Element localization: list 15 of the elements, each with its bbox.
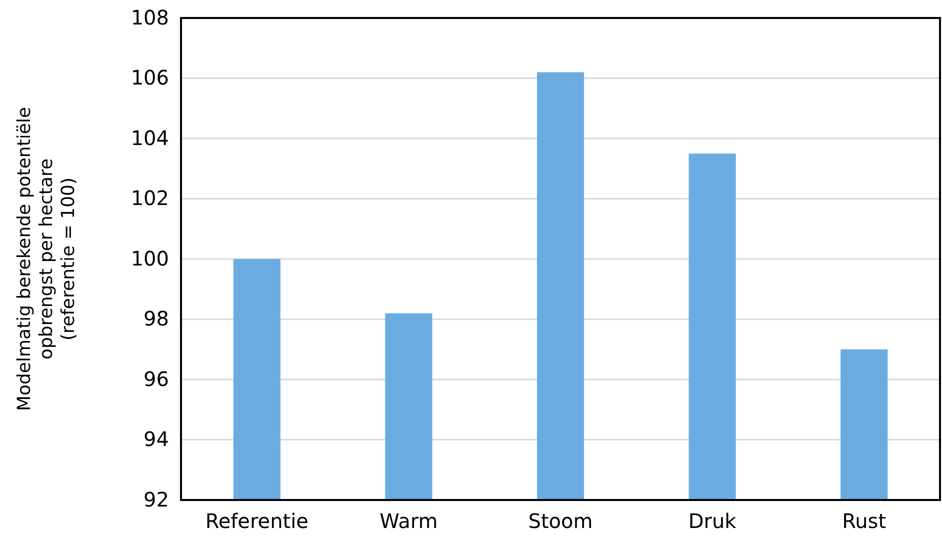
x-tick-label: Referentie: [205, 509, 308, 534]
y-tick-label: 102: [130, 186, 169, 210]
y-tick-label: 92: [144, 487, 169, 512]
x-tick-label: Warm: [380, 509, 438, 534]
y-tick-label: 104: [130, 126, 169, 150]
y-axis-title: Modelmatig berekende potentiële opbrengst per hectare (referentie = 100): [14, 106, 79, 412]
y-tick-label: 108: [130, 5, 169, 30]
x-tick-label: Stoom: [528, 509, 593, 534]
y-tick-label: 98: [144, 306, 169, 331]
x-tick-label: Rust: [842, 509, 886, 534]
x-tick-label: Druk: [688, 509, 737, 534]
y-tick-label: 94: [144, 427, 169, 452]
y-tick-label: 100: [130, 246, 169, 270]
y-tick-label: 106: [130, 66, 169, 90]
y-tick-label: 96: [144, 366, 169, 391]
